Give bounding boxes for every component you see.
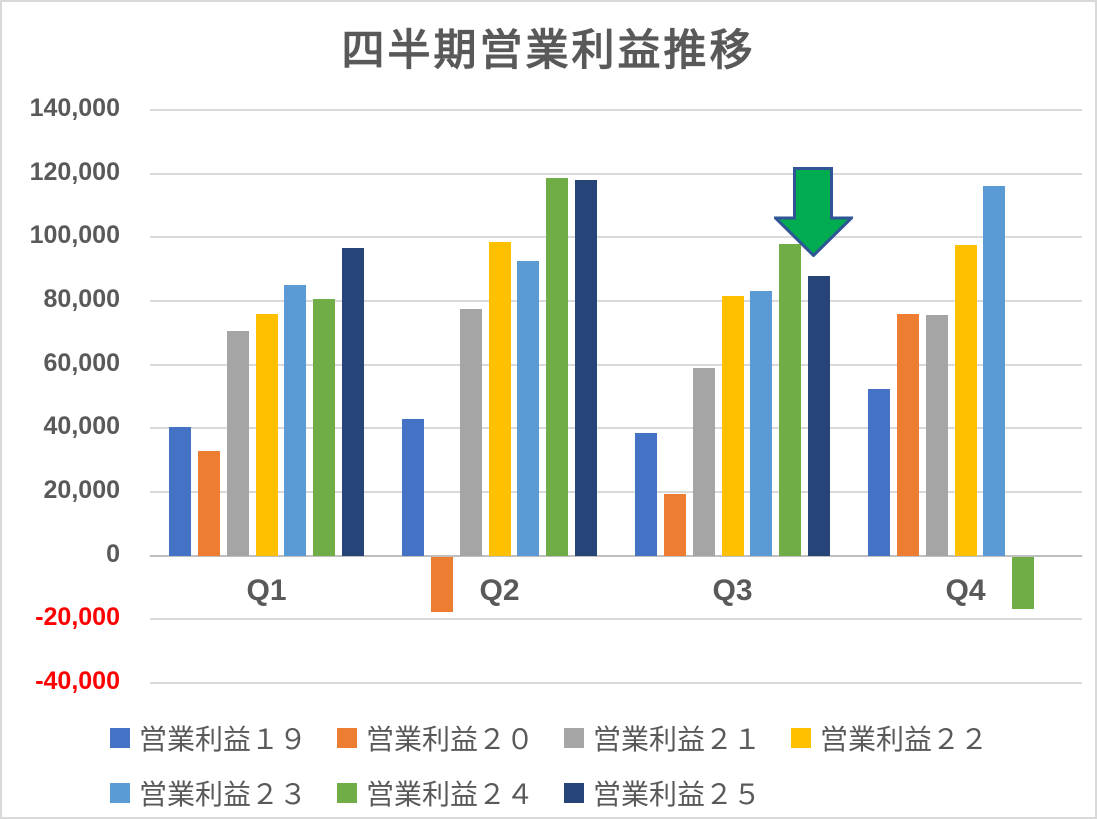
bar-eigyo-rieki-19-q4 — [868, 388, 891, 556]
legend-swatch-icon — [791, 727, 812, 748]
bar-eigyo-rieki-24-q1 — [313, 299, 336, 556]
legend-swatch-icon — [564, 782, 585, 803]
legend-item-eigyo-rieki-20: 営業利益２０ — [337, 718, 534, 758]
bar-eigyo-rieki-23-q1 — [284, 285, 307, 556]
y-axis-tick-label: 0 — [106, 539, 120, 568]
down-arrow-annotation-icon — [774, 167, 854, 257]
legend-label: 営業利益２４ — [366, 778, 535, 810]
legend-label: 営業利益２０ — [366, 723, 535, 755]
legend-row-1: 営業利益１９ 営業利益２０ 営業利益２１ 営業利益２２ — [110, 710, 1070, 765]
y-axis-tick-label: 40,000 — [43, 412, 120, 441]
bar-eigyo-rieki-22-q4 — [954, 245, 977, 556]
y-axis-tick-label: 80,000 — [43, 285, 120, 313]
y-axis-tick-label: 140,000 — [29, 94, 120, 122]
bar-eigyo-rieki-20-q4 — [896, 313, 919, 556]
bar-eigyo-rieki-23-q4 — [983, 186, 1006, 556]
bar-eigyo-rieki-24-q2 — [546, 178, 569, 556]
y-axis-tick-label: 60,000 — [43, 348, 120, 377]
legend-label: 営業利益２２ — [820, 723, 989, 755]
bar-eigyo-rieki-21-q1 — [226, 331, 249, 556]
x-axis-zero-line — [150, 554, 1082, 557]
x-axis-category-label: Q4 — [945, 574, 986, 607]
legend-item-eigyo-rieki-19: 営業利益１９ — [110, 718, 307, 758]
bar-eigyo-rieki-19-q1 — [169, 426, 192, 556]
legend-swatch-icon — [110, 727, 130, 748]
gridline — [150, 363, 1082, 366]
legend-label: 営業利益２５ — [593, 778, 762, 810]
bar-eigyo-rieki-22-q1 — [255, 313, 278, 556]
y-axis-tick-label: -40,000 — [35, 667, 120, 695]
y-axis-tick-label: 120,000 — [29, 157, 120, 186]
bar-eigyo-rieki-21-q2 — [459, 308, 482, 556]
bar-eigyo-rieki-24-q4 — [1012, 556, 1035, 610]
x-axis-category-label: Q2 — [479, 574, 520, 607]
legend-swatch-icon — [337, 727, 358, 748]
legend-label: 営業利益１９ — [139, 723, 308, 755]
legend-item-eigyo-rieki-22: 営業利益２２ — [791, 718, 988, 758]
gridline — [150, 682, 1082, 684]
gridline — [150, 491, 1082, 493]
bar-eigyo-rieki-20-q3 — [663, 493, 686, 556]
gridline — [150, 300, 1082, 302]
legend-swatch-icon — [110, 782, 130, 803]
legend-item-eigyo-rieki-24: 営業利益２４ — [337, 773, 534, 813]
legend-label: 営業利益２３ — [139, 778, 308, 810]
gridline — [150, 427, 1082, 430]
y-axis-tick-label: 100,000 — [29, 221, 120, 250]
bar-eigyo-rieki-21-q3 — [692, 367, 715, 556]
legend-item-eigyo-rieki-21: 営業利益２１ — [564, 718, 761, 758]
bar-eigyo-rieki-19-q3 — [635, 433, 658, 556]
bar-eigyo-rieki-24-q3 — [779, 243, 802, 556]
legend-label: 営業利益２１ — [593, 723, 762, 755]
y-axis-tick-label: -20,000 — [35, 603, 120, 632]
gridline — [150, 109, 1082, 111]
legend-row-2: 営業利益２３ 営業利益２４ 営業利益２５ — [110, 765, 1070, 817]
x-axis-category-label: Q3 — [712, 574, 753, 607]
chart-title: 四半期営業利益推移 — [341, 27, 756, 75]
gridline — [150, 236, 1082, 239]
y-axis-tick-label: 20,000 — [43, 476, 120, 504]
bar-eigyo-rieki-19-q2 — [402, 418, 425, 556]
gridline — [150, 618, 1082, 621]
bar-eigyo-rieki-22-q3 — [721, 296, 744, 556]
x-axis-category-label: Q1 — [246, 574, 287, 607]
bar-eigyo-rieki-21-q4 — [925, 315, 948, 556]
bar-eigyo-rieki-25-q3 — [807, 275, 830, 556]
legend: 営業利益１９ 営業利益２０ 営業利益２１ 営業利益２２ 営業利益２３ 営業利益２４ 営業利益… — [110, 710, 1070, 817]
gridline — [150, 172, 1082, 175]
bar-eigyo-rieki-25-q1 — [341, 248, 364, 556]
legend-swatch-icon — [564, 727, 585, 748]
bar-eigyo-rieki-22-q2 — [488, 242, 511, 556]
legend-item-eigyo-rieki-25: 営業利益２５ — [564, 773, 761, 813]
bar-eigyo-rieki-20-q2 — [430, 556, 453, 613]
bar-eigyo-rieki-23-q3 — [750, 291, 773, 556]
legend-item-eigyo-rieki-23: 営業利益２３ — [110, 773, 307, 813]
bar-eigyo-rieki-20-q1 — [197, 450, 220, 556]
legend-swatch-icon — [337, 782, 358, 803]
bar-eigyo-rieki-23-q2 — [517, 261, 540, 556]
bar-eigyo-rieki-25-q2 — [574, 180, 597, 556]
